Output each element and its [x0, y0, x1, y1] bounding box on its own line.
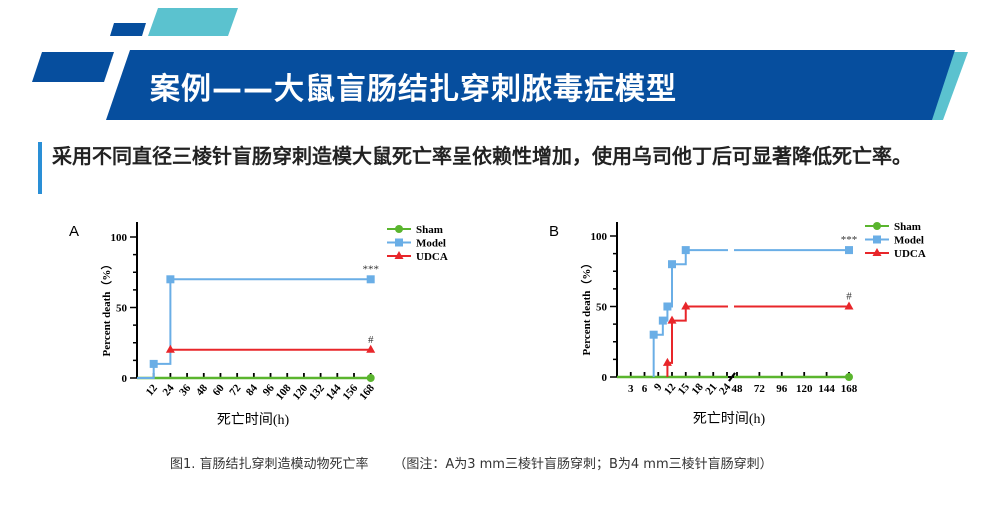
- legend-label: UDCA: [416, 251, 448, 263]
- data-point-model: [166, 275, 175, 284]
- y-tick-label: 50: [116, 303, 128, 315]
- panel-label: A: [69, 223, 79, 240]
- panel-label: B: [549, 223, 559, 240]
- data-point-model: [366, 275, 375, 284]
- legend-label: Model: [894, 235, 924, 247]
- data-point-model: [649, 330, 658, 339]
- data-point-model: [658, 316, 667, 325]
- x-tick-label: 168: [357, 382, 377, 403]
- x-tick-label: 168: [841, 383, 858, 395]
- significance-label: ***: [841, 234, 858, 246]
- banner-accent-dark: [110, 23, 146, 36]
- x-tick-label: 132: [307, 382, 327, 403]
- data-point-sham: [845, 373, 853, 381]
- legend-marker: [873, 235, 881, 244]
- legend-marker: [873, 222, 881, 230]
- data-point-udca: [366, 344, 376, 353]
- legend-label: Model: [416, 238, 446, 250]
- legend-label: Sham: [894, 221, 921, 233]
- header-banner: [32, 8, 968, 120]
- significance-label: #: [368, 334, 374, 346]
- significance-label: #: [846, 291, 852, 303]
- data-point-model: [845, 246, 853, 255]
- x-tick-label: 6: [642, 383, 648, 395]
- x-axis-label: 死亡时间(h): [693, 411, 766, 427]
- y-axis-label: Percent death（%）: [100, 259, 113, 357]
- x-tick-label: 156: [340, 382, 360, 403]
- x-tick-label: 96: [776, 383, 788, 395]
- legend-label: UDCA: [894, 248, 926, 260]
- y-tick-label: 0: [602, 372, 608, 384]
- banner-accent-teal: [148, 8, 238, 36]
- x-tick-label: 36: [177, 382, 194, 399]
- y-axis-label: Percent death（%）: [580, 258, 593, 356]
- x-tick-label: 72: [754, 383, 766, 395]
- x-tick-label: 144: [324, 382, 344, 403]
- series-line-udca: [666, 305, 728, 377]
- x-tick-label: 120: [796, 383, 813, 395]
- data-point-model: [681, 246, 690, 255]
- summary-text: 采用不同直径三棱针盲肠穿刺造模大鼠死亡率呈依赖性增加，使用乌司他丁后可显著降低死…: [52, 144, 912, 168]
- banner-main: [106, 50, 955, 120]
- x-tick-label: 60: [210, 382, 227, 399]
- x-tick-label: 24: [160, 382, 177, 399]
- x-tick-label: 12: [144, 382, 161, 399]
- legend-label: Sham: [416, 224, 443, 236]
- banner-left-piece: [32, 52, 114, 82]
- figure-caption: 图1. 盲肠结扎穿刺造模动物死亡率 （图注：A为3 mm三棱针盲肠穿刺；B为4 …: [170, 457, 773, 472]
- x-tick-label: 48: [194, 382, 211, 399]
- legend-marker: [395, 225, 403, 233]
- x-tick-label: 144: [818, 383, 835, 395]
- x-tick-label: 48: [732, 383, 744, 395]
- axis-break-mark: [728, 372, 736, 382]
- summary-bar: [38, 142, 42, 194]
- x-axis-label: 死亡时间(h): [217, 412, 290, 428]
- data-point-udca: [844, 301, 854, 310]
- data-point-model: [668, 260, 676, 269]
- series-line-model: [137, 278, 371, 379]
- x-tick-label: 72: [227, 382, 244, 399]
- x-tick-label: 84: [244, 382, 261, 399]
- significance-label: ***: [362, 263, 379, 275]
- data-point-udca: [165, 344, 175, 353]
- legend-marker: [872, 248, 882, 256]
- data-point-udca: [681, 301, 691, 310]
- x-tick-label: 108: [274, 382, 294, 403]
- y-tick-label: 50: [596, 302, 608, 314]
- x-tick-label: 3: [628, 383, 634, 395]
- y-tick-label: 100: [591, 231, 608, 243]
- data-point-model: [663, 302, 672, 311]
- legend-marker: [394, 251, 404, 259]
- data-point-model: [149, 359, 158, 368]
- series-line-model: [652, 249, 728, 377]
- y-tick-label: 100: [111, 232, 128, 244]
- data-point-udca: [667, 315, 677, 324]
- x-tick-label: 120: [290, 382, 310, 403]
- data-point-udca: [662, 357, 672, 366]
- data-point-sham: [366, 374, 375, 382]
- legend-marker: [395, 238, 403, 247]
- y-tick-label: 0: [122, 373, 128, 385]
- banner-right-teal: [928, 52, 968, 120]
- page-title: 案例——大鼠盲肠结扎穿刺脓毒症模型: [150, 72, 677, 107]
